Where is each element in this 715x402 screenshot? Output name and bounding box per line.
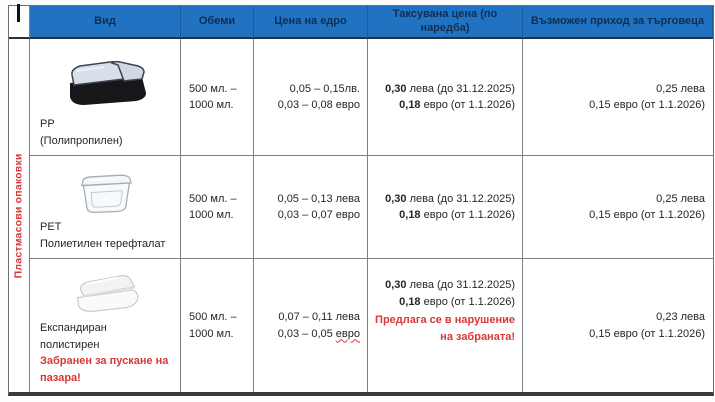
wholesale-price-cell: 0,07 – 0,11 лева 0,03 – 0,05 евро — [254, 259, 368, 392]
volume-line: 500 мл. – — [189, 82, 237, 95]
volume-line: 1000 мл. — [189, 209, 234, 221]
wholesale-price-cell: 0,05 – 0,15лв. 0,03 – 0,08 евро — [254, 39, 368, 156]
wholesale-price-cell: 0,05 – 0,13 лева 0,03 – 0,07 евро — [254, 156, 368, 259]
category-side-label: Пластмасови опаковки — [12, 153, 25, 278]
volumes-cell: 500 мл. – 1000 мл. — [181, 259, 254, 392]
volumes-cell: 500 мл. – 1000 мл. — [181, 156, 254, 259]
income-line-leva: 0,25 лева — [656, 192, 705, 205]
packaging-fee-table: Вид Обеми Цена на едро Таксувана цена (п… — [8, 4, 714, 396]
price-line-leva: 0,05 – 0,13 лева — [277, 192, 360, 205]
violation-warning-text: Предлага се в нарушение на забраната! — [375, 314, 515, 343]
taxed-price-cell: 0,30 лева (до 31.12.2025) 0,18 евро (от … — [368, 156, 523, 259]
table-row-pp-type-cell: PP (Полипропилен) — [30, 39, 181, 156]
price-line-euro: 0,03 – 0,05 евро — [277, 327, 360, 340]
volumes-cell: 500 мл. – 1000 мл. — [181, 39, 254, 156]
income-line-leva: 0,23 лева — [656, 311, 705, 323]
trader-income-cell: 0,23 лева 0,15 евро (от 1.1.2026) — [523, 259, 713, 392]
income-line-euro: 0,15 евро (от 1.1.2026) — [589, 209, 705, 221]
column-header-trader-income: Възможен приход за търговеца — [523, 6, 713, 39]
material-name: (Полипропилен) — [40, 134, 123, 147]
table-corner-cell — [9, 4, 30, 39]
price-line-leva: 0,07 – 0,11 лева — [278, 311, 360, 323]
material-name: Експандиран — [40, 322, 107, 334]
ban-warning-text: Забранен за пускане на пазара! — [40, 355, 169, 384]
taxed-price-cell: 0,30 лева (до 31.12.2025) 0,18 евро (от … — [368, 39, 523, 156]
column-header-label: Цена на едро — [274, 14, 347, 27]
category-side-cell: Пластмасови опаковки — [9, 39, 30, 392]
text-cursor-mark — [17, 4, 20, 22]
column-header-wholesale-price: Цена на едро — [254, 6, 368, 39]
price-line-leva: 0,05 – 0,15лв. — [289, 82, 360, 95]
price-line-euro: 0,03 – 0,07 евро — [277, 209, 360, 221]
taxed-line-euro: 0,18 евро (от 1.1.2026) — [399, 295, 515, 308]
column-header-label: Вид — [94, 14, 116, 27]
taxed-line-leva: 0,30 лева (до 31.12.2025) — [385, 192, 515, 205]
price-line-euro: 0,03 – 0,08 евро — [277, 99, 360, 111]
taxed-line-leva: 0,30 лева (до 31.12.2025) — [385, 82, 515, 95]
taxed-line-leva: 0,30 лева (до 31.12.2025) — [385, 279, 515, 291]
column-header-label: Таксувана цена (по наредба) — [392, 7, 498, 34]
column-header-taxed-price: Таксувана цена (по наредба) — [368, 6, 523, 39]
trader-income-cell: 0,25 лева 0,15 евро (от 1.1.2026) — [523, 156, 713, 259]
taxed-line-euro: 0,18 евро (от 1.1.2026) — [399, 99, 515, 111]
income-line-euro: 0,15 евро (от 1.1.2026) — [589, 99, 705, 111]
spellcheck-squiggle: евро — [335, 327, 360, 340]
income-line-leva: 0,25 лева — [656, 82, 705, 95]
table-row-pet-type-cell: PET Полиетилен терефталат — [30, 156, 181, 259]
material-name: полистирен — [40, 338, 100, 351]
income-line-euro: 0,15 евро (от 1.1.2026) — [589, 327, 705, 340]
pet-clear-container-image — [80, 174, 132, 214]
taxed-price-cell: 0,30 лева (до 31.12.2025) 0,18 евро (от … — [368, 259, 523, 392]
eps-foam-clamshell-image — [76, 275, 139, 312]
material-name: Полиетилен терефталат — [40, 237, 166, 250]
pp-black-container-image — [70, 60, 146, 105]
volume-line: 1000 мл. — [189, 99, 234, 111]
material-code: PP — [40, 118, 55, 130]
column-header-label: Обеми — [198, 14, 236, 27]
volume-line: 500 мл. – — [189, 311, 237, 323]
volume-line: 1000 мл. — [189, 327, 234, 340]
taxed-line-euro: 0,18 евро (от 1.1.2026) — [399, 209, 515, 221]
table-row-eps-type-cell: Експандиран полистирен Забранен за пуска… — [30, 259, 181, 392]
trader-income-cell: 0,25 лева 0,15 евро (от 1.1.2026) — [523, 39, 713, 156]
volume-line: 500 мл. – — [189, 192, 237, 205]
material-code: PET — [40, 221, 62, 233]
column-header-volumes: Обеми — [181, 6, 254, 39]
column-header-type: Вид — [30, 6, 181, 39]
column-header-label: Възможен приход за търговеца — [530, 14, 705, 27]
